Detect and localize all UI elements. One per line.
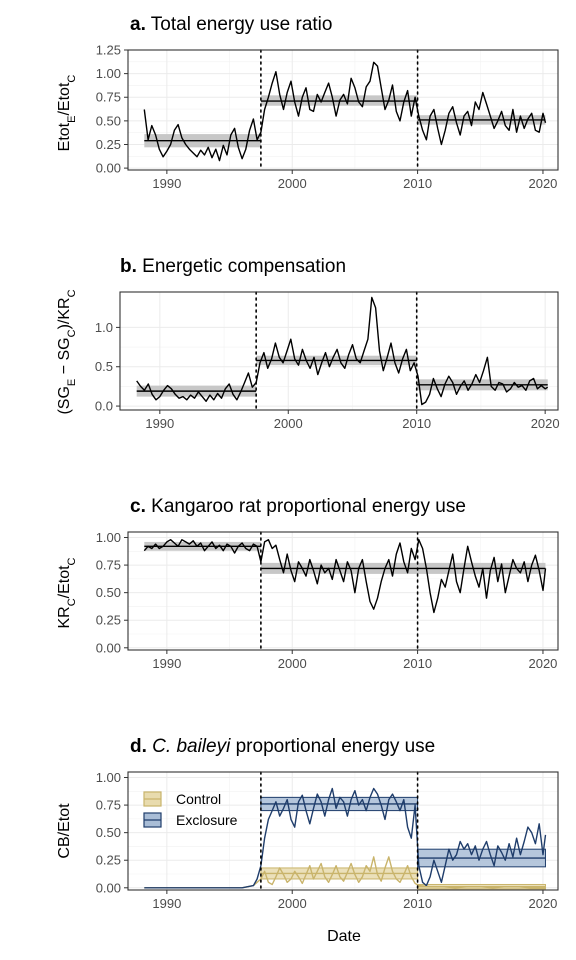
y-tick-label: 0.50 bbox=[96, 825, 121, 840]
x-tick-label: 1990 bbox=[152, 656, 181, 671]
x-tick-label: 1990 bbox=[145, 416, 174, 431]
panel-d-title: d. C. baileyi proportional energy use bbox=[130, 736, 435, 757]
panel-d-title-text: proportional energy use bbox=[236, 736, 436, 757]
panel-c-letter: c. bbox=[130, 496, 146, 517]
y-tick-label: 1.00 bbox=[96, 530, 121, 545]
y-tick-label: 0.00 bbox=[96, 161, 121, 176]
x-tick-label: 2010 bbox=[403, 656, 432, 671]
x-axis-label: Date bbox=[327, 928, 361, 945]
panel-c-title: c. Kangaroo rat proportional energy use bbox=[130, 496, 466, 517]
panel-c: c. Kangaroo rat proportional energy use … bbox=[56, 496, 559, 671]
x-tick-label: 1990 bbox=[152, 176, 181, 191]
y-tick-label: 0.5 bbox=[95, 359, 113, 374]
panel-a-ylabel: EtotE/EtotC bbox=[56, 75, 78, 152]
x-tick-label: 2000 bbox=[278, 176, 307, 191]
y-tick-label: 0.75 bbox=[96, 90, 121, 105]
panel-a-title-text: Total energy use ratio bbox=[151, 14, 333, 35]
x-tick-label: 2000 bbox=[278, 896, 307, 911]
panel-border bbox=[119, 291, 559, 411]
x-tick-label: 2000 bbox=[274, 416, 303, 431]
y-tick-label: 0.50 bbox=[96, 113, 121, 128]
y-tick-label: 0.50 bbox=[96, 585, 121, 600]
panel-d-plot: 1990 2000 2010 2020 0.00 0.25 0.50 0.75 1.00 bbox=[96, 770, 559, 911]
y-tick-label: 0.00 bbox=[96, 640, 121, 655]
panel-b-ylabel: (SGE − SGC)/KRC bbox=[56, 289, 78, 414]
series-line bbox=[136, 296, 549, 406]
y-tick-label: 1.00 bbox=[96, 770, 121, 785]
series-line-control bbox=[144, 856, 546, 889]
series-line bbox=[143, 61, 547, 162]
panel-border bbox=[127, 771, 559, 891]
panel-d-species: C. baileyi bbox=[152, 736, 231, 757]
panel-d-letter: d. bbox=[130, 736, 147, 757]
y-tick-label: 0.0 bbox=[95, 399, 113, 414]
y-tick-label: 0.25 bbox=[96, 613, 121, 628]
x-tick-label: 2010 bbox=[402, 416, 431, 431]
panel-a-title: a. Total energy use ratio bbox=[130, 14, 332, 35]
y-tick-label: 1.25 bbox=[96, 43, 121, 58]
panel-d: d. C. baileyi proportional energy use 19… bbox=[56, 736, 559, 945]
panel-a-letter: a. bbox=[130, 14, 146, 35]
x-tick-label: 2020 bbox=[528, 176, 557, 191]
y-tick-label: 1.00 bbox=[96, 66, 121, 81]
x-tick-label: 1990 bbox=[152, 896, 181, 911]
legend-label-control: Control bbox=[176, 791, 221, 807]
y-tick-label: 0.25 bbox=[96, 137, 121, 152]
panel-border bbox=[127, 531, 559, 651]
x-tick-label: 2010 bbox=[403, 176, 432, 191]
panel-border bbox=[127, 49, 559, 171]
y-tick-label: 0.25 bbox=[96, 853, 121, 868]
x-tick-label: 2020 bbox=[531, 416, 560, 431]
y-tick-label: 0.75 bbox=[96, 798, 121, 813]
panel-c-title-text: Kangaroo rat proportional energy use bbox=[151, 496, 466, 517]
panel-a-plot: 1990 2000 2010 2020 0.00 0.25 0.50 0.75 1.00 1.25 bbox=[96, 43, 559, 191]
x-tick-label: 2000 bbox=[278, 656, 307, 671]
x-tick-label: 2020 bbox=[528, 896, 557, 911]
panel-c-plot: 1990 2000 2010 2020 0.00 0.25 0.50 0.75 1.00 bbox=[96, 530, 559, 671]
x-tick-label: 2020 bbox=[528, 656, 557, 671]
panel-d-ylabel: CB/Etot bbox=[56, 803, 73, 859]
panel-b-title: b. Energetic compensation bbox=[120, 256, 346, 277]
series-line-exclosure bbox=[144, 787, 547, 889]
panel-b-letter: b. bbox=[120, 256, 137, 277]
y-tick-label: 0.75 bbox=[96, 558, 121, 573]
panel-b-plot: 1990 2000 2010 2020 0.0 0.5 1.0 bbox=[95, 291, 560, 431]
panel-b-title-text: Energetic compensation bbox=[142, 256, 346, 277]
x-tick-label: 2010 bbox=[403, 896, 432, 911]
series-line bbox=[143, 539, 547, 614]
y-tick-label: 1.0 bbox=[95, 320, 113, 335]
panel-c-ylabel: KRC/EtotC bbox=[56, 557, 78, 628]
panel-b: b. Energetic compensation 1990 2000 2010 20… bbox=[56, 256, 560, 431]
legend-label-exclosure: Exclosure bbox=[176, 812, 238, 828]
y-tick-label: 0.00 bbox=[96, 880, 121, 895]
legend: Control Exclosure bbox=[143, 791, 238, 828]
panel-a: a. Total energy use ratio 1990 2000 2010 20… bbox=[56, 14, 559, 191]
